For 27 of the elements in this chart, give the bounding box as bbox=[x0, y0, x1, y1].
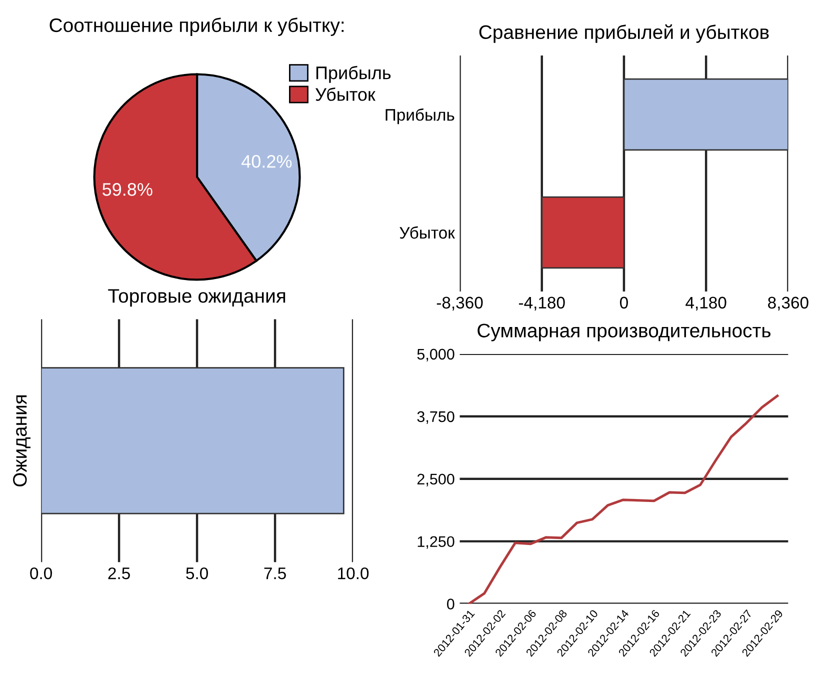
y-tick-label: Прибыль bbox=[386, 108, 454, 124]
chart-title: Суммарная производительность bbox=[478, 324, 770, 342]
x-tick-label: 4,180 bbox=[686, 296, 726, 311]
data-label: 59.8% bbox=[102, 183, 152, 196]
y-tick-label: 5,000 bbox=[417, 348, 454, 362]
x-tick-label: 0 bbox=[620, 296, 628, 309]
chart-title: Сравнение прибылей и убытков bbox=[479, 24, 769, 43]
x-tick-label: -8,360 bbox=[436, 296, 483, 311]
x-tick-label: 8,360 bbox=[768, 296, 808, 311]
chart-title: Соотношение прибыли к убытку: bbox=[50, 18, 344, 36]
x-tick-label: 7.5 bbox=[264, 568, 286, 580]
y-tick-label: 1,250 bbox=[418, 536, 454, 549]
y-tick-label: 0 bbox=[447, 598, 454, 610]
line-series bbox=[468, 394, 779, 604]
legend-label: Убыток bbox=[315, 87, 376, 101]
x-tick-label: 0.0 bbox=[30, 567, 52, 580]
chart-title: Торговые ожидания bbox=[108, 289, 286, 307]
legend-label: Прибыль bbox=[316, 66, 391, 83]
x-tick-label: 5.0 bbox=[186, 567, 208, 580]
y-tick-label: Убыток bbox=[400, 226, 455, 239]
x-tick-label: 10.0 bbox=[338, 567, 369, 580]
x-tick-label: -4,180 bbox=[518, 296, 565, 311]
data-label: 40.2% bbox=[242, 155, 292, 168]
y-axis-title: Ожидания bbox=[13, 395, 30, 486]
x-tick-label: 2.5 bbox=[108, 567, 130, 580]
y-tick-label: 3,750 bbox=[417, 411, 454, 424]
y-tick-label: 2,500 bbox=[417, 474, 454, 486]
